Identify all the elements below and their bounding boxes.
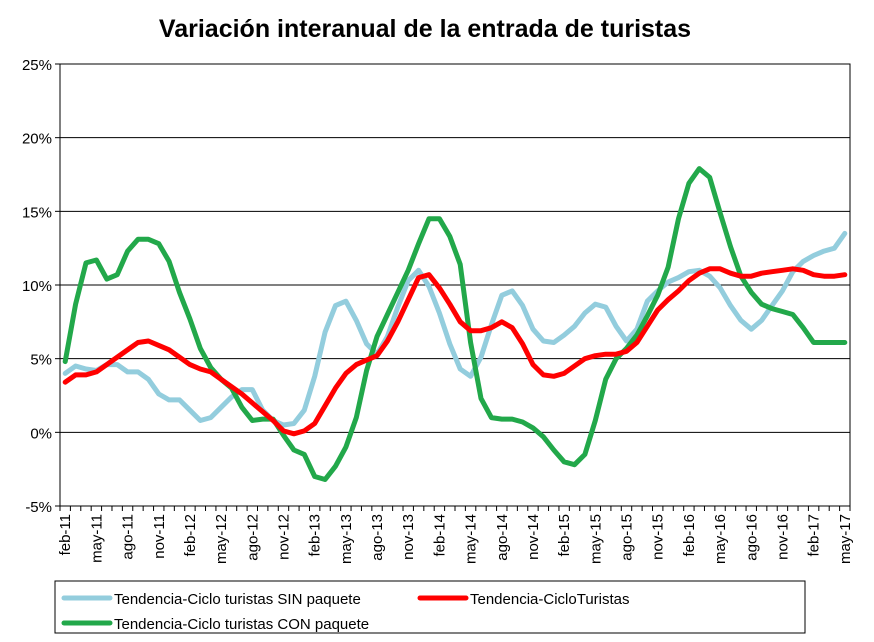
y-tick-label: 0% [30, 425, 52, 442]
x-tick-label: feb-15 [556, 514, 573, 557]
x-tick-label: may-16 [712, 514, 729, 564]
y-tick-label: -5% [25, 499, 52, 516]
x-tick-label: may-14 [463, 514, 480, 564]
x-tick-label: ago-11 [120, 514, 137, 560]
x-tick-label: may-13 [338, 514, 355, 564]
y-tick-label: 25% [22, 57, 52, 74]
chart-title: Variación interanual de la entrada de tu… [159, 15, 691, 43]
legend-label: Tendencia-Ciclo turistas CON paquete [114, 616, 369, 633]
x-tick-label: nov-15 [650, 514, 667, 560]
x-tick-label: may-12 [213, 514, 230, 564]
x-tick-label: may-15 [587, 514, 604, 564]
y-tick-label: 10% [22, 278, 52, 295]
x-tick-label: ago-13 [369, 514, 386, 561]
y-tick-label: 20% [22, 131, 52, 148]
x-tick-label: feb-13 [307, 514, 324, 557]
x-tick-label: feb-12 [182, 514, 199, 557]
x-tick-label: ago-12 [244, 514, 261, 561]
x-tick-label: feb-14 [431, 514, 448, 557]
x-tick-label: feb-17 [806, 514, 823, 557]
x-tick-label: may-17 [837, 514, 854, 564]
x-tick-label: may-11 [88, 514, 105, 563]
y-tick-label: 15% [22, 204, 52, 221]
x-tick-label: ago-16 [743, 514, 760, 561]
series-line-2 [62, 266, 848, 437]
x-tick-label: nov-14 [525, 514, 542, 560]
x-tick-label: nov-11 [151, 514, 168, 559]
y-axis-ticks: -5% 0% 5% 10% 15% 20% 25% [22, 57, 60, 516]
x-tick-label: feb-11 [57, 514, 74, 555]
series-line-3 [62, 166, 848, 482]
legend-label: Tendencia-Ciclo turistas SIN paquete [114, 591, 361, 608]
y-tick-label: 5% [30, 352, 52, 369]
legend-box [54, 580, 806, 634]
series-line-1 [62, 230, 848, 428]
series-lines [62, 166, 848, 482]
x-axis-ticks: feb-11 may-11 ago-11 nov-11 feb-12 may-12 ago-… [57, 506, 854, 564]
x-tick-label: ago-14 [494, 514, 511, 561]
x-tick-label: nov-13 [400, 514, 417, 560]
x-tick-label: nov-16 [774, 514, 791, 560]
legend-label: Tendencia-CicloTuristas [470, 591, 630, 608]
legend: Tendencia-Ciclo turistas SIN paquete Tend… [54, 580, 806, 634]
x-tick-label: nov-12 [275, 514, 292, 560]
plot-area-frame [59, 63, 851, 507]
x-tick-label: feb-16 [681, 514, 698, 557]
x-tick-label: ago-15 [619, 514, 636, 561]
